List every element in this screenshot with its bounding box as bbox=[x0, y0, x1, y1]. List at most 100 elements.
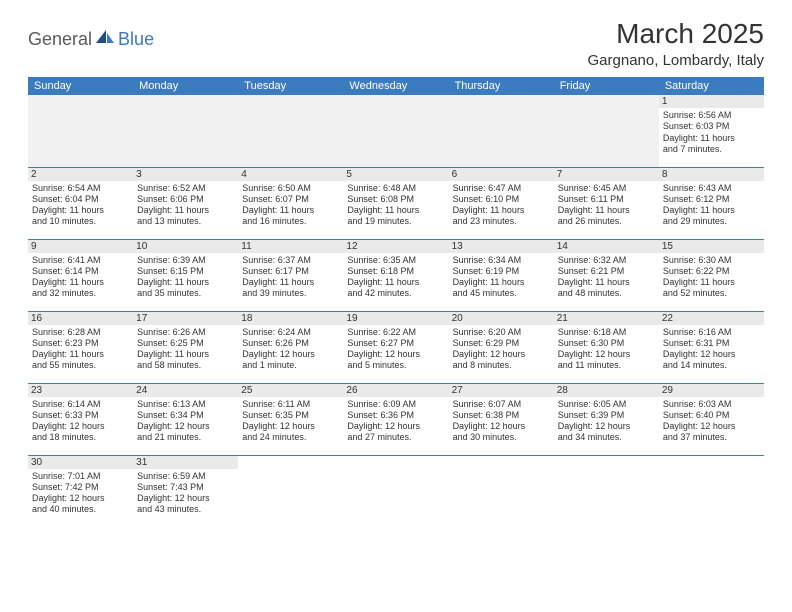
sunrise-text: Sunrise: 6:50 AM bbox=[242, 183, 339, 194]
daylight-text: Daylight: 12 hours bbox=[558, 421, 655, 432]
sunset-text: Sunset: 6:34 PM bbox=[137, 410, 234, 421]
calendar-blank-cell bbox=[449, 95, 554, 167]
sunset-text: Sunset: 6:06 PM bbox=[137, 194, 234, 205]
page-subtitle: Gargnano, Lombardy, Italy bbox=[588, 52, 764, 69]
calendar-day-cell: 23Sunrise: 6:14 AMSunset: 6:33 PMDayligh… bbox=[28, 383, 133, 455]
daylight-text: Daylight: 11 hours bbox=[242, 205, 339, 216]
calendar-week-row: 23Sunrise: 6:14 AMSunset: 6:33 PMDayligh… bbox=[28, 383, 764, 455]
sunrise-text: Sunrise: 6:34 AM bbox=[453, 255, 550, 266]
sunset-text: Sunset: 6:19 PM bbox=[453, 266, 550, 277]
sunrise-text: Sunrise: 6:59 AM bbox=[137, 471, 234, 482]
daylight-text: and 7 minutes. bbox=[663, 144, 760, 155]
calendar-day-cell: 8Sunrise: 6:43 AMSunset: 6:12 PMDaylight… bbox=[659, 167, 764, 239]
sunrise-text: Sunrise: 6:52 AM bbox=[137, 183, 234, 194]
sunrise-text: Sunrise: 6:30 AM bbox=[663, 255, 760, 266]
daylight-text: and 39 minutes. bbox=[242, 288, 339, 299]
calendar-day-cell: 12Sunrise: 6:35 AMSunset: 6:18 PMDayligh… bbox=[343, 239, 448, 311]
day-number: 2 bbox=[28, 168, 133, 181]
header: General Blue March 2025 Gargnano, Lombar… bbox=[28, 18, 764, 69]
day-header: Friday bbox=[554, 77, 659, 95]
day-number: 3 bbox=[133, 168, 238, 181]
sunrise-text: Sunrise: 6:47 AM bbox=[453, 183, 550, 194]
sunrise-text: Sunrise: 6:14 AM bbox=[32, 399, 129, 410]
sunrise-text: Sunrise: 6:43 AM bbox=[663, 183, 760, 194]
day-number: 17 bbox=[133, 312, 238, 325]
daylight-text: Daylight: 12 hours bbox=[558, 349, 655, 360]
day-number: 30 bbox=[28, 456, 133, 469]
daylight-text: Daylight: 12 hours bbox=[663, 421, 760, 432]
calendar-blank-cell bbox=[554, 95, 659, 167]
daylight-text: and 19 minutes. bbox=[347, 216, 444, 227]
calendar-day-cell: 13Sunrise: 6:34 AMSunset: 6:19 PMDayligh… bbox=[449, 239, 554, 311]
daylight-text: and 35 minutes. bbox=[137, 288, 234, 299]
calendar-week-row: 30Sunrise: 7:01 AMSunset: 7:42 PMDayligh… bbox=[28, 455, 764, 527]
daylight-text: and 5 minutes. bbox=[347, 360, 444, 371]
day-number: 9 bbox=[28, 240, 133, 253]
logo-text-general: General bbox=[28, 29, 92, 50]
daylight-text: Daylight: 12 hours bbox=[242, 421, 339, 432]
sunrise-text: Sunrise: 6:16 AM bbox=[663, 327, 760, 338]
daylight-text: Daylight: 11 hours bbox=[32, 277, 129, 288]
sunset-text: Sunset: 6:10 PM bbox=[453, 194, 550, 205]
calendar-blank-cell bbox=[238, 455, 343, 527]
sunrise-text: Sunrise: 6:09 AM bbox=[347, 399, 444, 410]
calendar-blank-cell bbox=[133, 95, 238, 167]
daylight-text: and 24 minutes. bbox=[242, 432, 339, 443]
day-number: 4 bbox=[238, 168, 343, 181]
calendar-blank-cell bbox=[659, 455, 764, 527]
calendar-blank-cell bbox=[554, 455, 659, 527]
day-number: 22 bbox=[659, 312, 764, 325]
calendar-week-row: 9Sunrise: 6:41 AMSunset: 6:14 PMDaylight… bbox=[28, 239, 764, 311]
daylight-text: Daylight: 12 hours bbox=[453, 421, 550, 432]
daylight-text: Daylight: 11 hours bbox=[663, 277, 760, 288]
daylight-text: and 58 minutes. bbox=[137, 360, 234, 371]
calendar-day-cell: 24Sunrise: 6:13 AMSunset: 6:34 PMDayligh… bbox=[133, 383, 238, 455]
calendar-day-cell: 17 Sunrise: 6:26 AMSunset: 6:25 PMDayligh… bbox=[133, 311, 238, 383]
sunset-text: Sunset: 6:08 PM bbox=[347, 194, 444, 205]
daylight-text: Daylight: 12 hours bbox=[32, 421, 129, 432]
day-number: 31 bbox=[133, 456, 238, 469]
logo-text-blue: Blue bbox=[118, 29, 154, 50]
calendar-day-cell: 20Sunrise: 6:20 AMSunset: 6:29 PMDayligh… bbox=[449, 311, 554, 383]
sunset-text: Sunset: 6:17 PM bbox=[242, 266, 339, 277]
calendar-day-cell: 30Sunrise: 7:01 AMSunset: 7:42 PMDayligh… bbox=[28, 455, 133, 527]
sunrise-text: Sunrise: 6:05 AM bbox=[558, 399, 655, 410]
day-header: Tuesday bbox=[238, 77, 343, 95]
sunset-text: Sunset: 6:39 PM bbox=[558, 410, 655, 421]
daylight-text: and 42 minutes. bbox=[347, 288, 444, 299]
calendar-day-cell: 16Sunrise: 6:28 AMSunset: 6:23 PMDayligh… bbox=[28, 311, 133, 383]
calendar-day-cell: 28 Sunrise: 6:05 AMSunset: 6:39 PMDayligh… bbox=[554, 383, 659, 455]
daylight-text: Daylight: 11 hours bbox=[453, 205, 550, 216]
sunset-text: Sunset: 6:29 PM bbox=[453, 338, 550, 349]
sail-icon bbox=[94, 28, 116, 51]
daylight-text: and 10 minutes. bbox=[32, 216, 129, 227]
calendar-day-cell: 19Sunrise: 6:22 AMSunset: 6:27 PMDayligh… bbox=[343, 311, 448, 383]
daylight-text: and 13 minutes. bbox=[137, 216, 234, 227]
calendar-day-cell: 2Sunrise: 6:54 AMSunset: 6:04 PMDaylight… bbox=[28, 167, 133, 239]
sunset-text: Sunset: 6:38 PM bbox=[453, 410, 550, 421]
daylight-text: and 55 minutes. bbox=[32, 360, 129, 371]
calendar-day-cell: 27Sunrise: 6:07 AMSunset: 6:38 PMDayligh… bbox=[449, 383, 554, 455]
sunset-text: Sunset: 6:21 PM bbox=[558, 266, 655, 277]
daylight-text: Daylight: 11 hours bbox=[32, 349, 129, 360]
sunset-text: Sunset: 6:14 PM bbox=[32, 266, 129, 277]
sunset-text: Sunset: 6:35 PM bbox=[242, 410, 339, 421]
daylight-text: Daylight: 12 hours bbox=[453, 349, 550, 360]
sunrise-text: Sunrise: 6:26 AM bbox=[137, 327, 234, 338]
day-number: 14 bbox=[554, 240, 659, 253]
sunrise-text: Sunrise: 6:45 AM bbox=[558, 183, 655, 194]
daylight-text: Daylight: 11 hours bbox=[453, 277, 550, 288]
daylight-text: and 43 minutes. bbox=[137, 504, 234, 515]
calendar-blank-cell bbox=[28, 95, 133, 167]
daylight-text: and 21 minutes. bbox=[137, 432, 234, 443]
calendar-day-cell: 31Sunrise: 6:59 AMSunset: 7:43 PMDayligh… bbox=[133, 455, 238, 527]
day-number: 7 bbox=[554, 168, 659, 181]
day-number: 28 bbox=[554, 384, 659, 397]
sunset-text: Sunset: 6:40 PM bbox=[663, 410, 760, 421]
sunrise-text: Sunrise: 6:18 AM bbox=[558, 327, 655, 338]
sunrise-text: Sunrise: 6:48 AM bbox=[347, 183, 444, 194]
sunset-text: Sunset: 6:25 PM bbox=[137, 338, 234, 349]
daylight-text: Daylight: 11 hours bbox=[137, 349, 234, 360]
daylight-text: Daylight: 11 hours bbox=[558, 277, 655, 288]
day-number: 1 bbox=[659, 95, 764, 108]
